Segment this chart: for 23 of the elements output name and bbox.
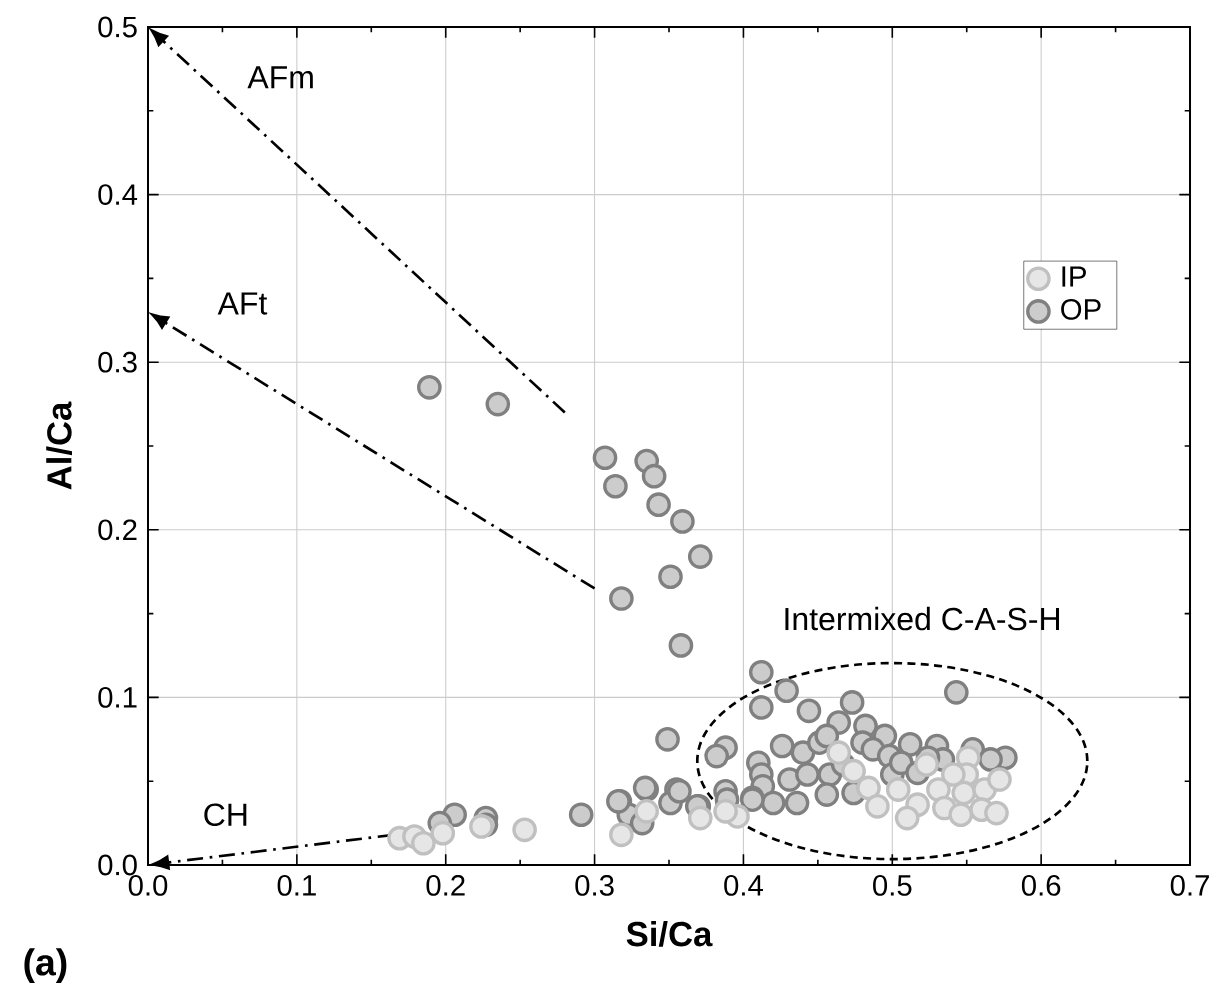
y-tick-label: 0.4 <box>98 184 138 205</box>
x-tick-label: 0.6 <box>1021 875 1061 896</box>
x-tick-label: 0.4 <box>724 875 763 896</box>
legend-label: IP <box>1062 266 1086 287</box>
annotation: AFm <box>247 66 313 89</box>
legend-label: OP <box>1061 299 1101 320</box>
annotation: CH <box>204 803 247 827</box>
x-tick-label: 0.3 <box>575 875 614 896</box>
y-tick-label: 0.3 <box>98 351 137 373</box>
x-tick-label: 0.5 <box>873 875 912 896</box>
y-axis-title: Al/Ca <box>46 401 73 490</box>
x-tick-label: 0.1 <box>277 875 316 896</box>
text: (a) <box>24 948 67 983</box>
y-tick-label: 0.5 <box>98 16 137 38</box>
x-axis-title: Si/Ca <box>626 920 713 947</box>
y-tick-label: 0.2 <box>98 519 137 541</box>
x-tick-label: 0.2 <box>426 875 465 896</box>
annotation: Intermixed C-A-S-H <box>785 606 1059 631</box>
annotation: AFt <box>217 292 268 315</box>
x-tick-label: 0.7 <box>1170 875 1209 896</box>
x-tick-label: 0.0 <box>128 875 168 896</box>
y-tick-label: 0.0 <box>98 854 137 876</box>
y-tick-label: 0.1 <box>98 687 137 708</box>
